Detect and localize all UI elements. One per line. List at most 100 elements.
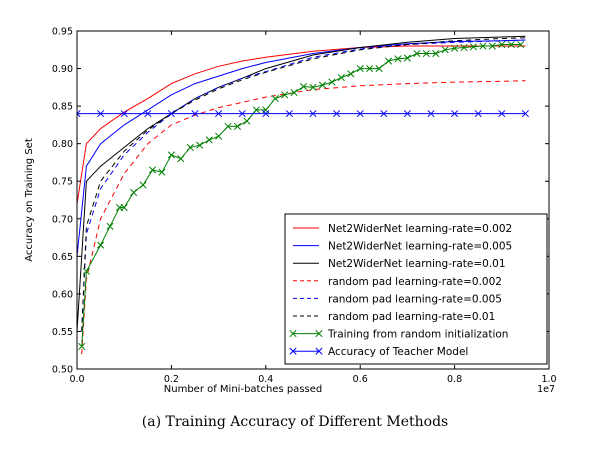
data-point-marker <box>139 181 147 189</box>
data-point-marker <box>432 49 440 58</box>
legend-entry: Accuracy of Teacher Model <box>289 346 468 358</box>
chart: 0.0 0.2 0.4 0.6 0.8 1.0 0.50 0.55 0.60 0.65 0.70 0.… <box>24 27 557 396</box>
legend-label: random pad learning-rate=0.01 <box>328 311 495 323</box>
legend-label: Net2WiderNet learning-rate=0.01 <box>328 258 506 270</box>
legend-label: random pad learning-rate=0.002 <box>328 276 502 288</box>
data-point-marker <box>394 55 402 63</box>
data-point-marker <box>375 65 383 73</box>
series-7 <box>78 40 525 351</box>
series-1 <box>77 45 526 204</box>
data-point-marker <box>215 132 223 140</box>
data-point-marker <box>82 267 90 275</box>
series-5 <box>81 39 526 332</box>
data-point-marker <box>177 155 185 163</box>
series-line <box>81 39 526 332</box>
x-tick-label: 0.6 <box>353 374 368 385</box>
series-8 <box>77 110 529 118</box>
data-point-marker <box>233 122 242 130</box>
y-tick-label: 0.60 <box>52 289 73 300</box>
legend-marker <box>289 347 297 355</box>
data-point-marker <box>196 141 204 149</box>
series-line <box>77 45 526 204</box>
figure-caption: (a) Training Accuracy of Different Metho… <box>141 414 449 430</box>
legend-label: Training from random initialization <box>327 329 508 341</box>
data-point-marker <box>205 136 213 144</box>
data-point-marker <box>328 78 336 86</box>
y-tick-label: 0.85 <box>52 102 73 113</box>
data-point-marker <box>347 70 355 78</box>
legend-marker <box>289 330 297 338</box>
data-point-marker <box>474 110 482 118</box>
data-point-marker <box>356 110 364 118</box>
data-point-marker <box>262 110 270 118</box>
data-point-marker <box>451 44 459 52</box>
legend-entry: Training from random initialization <box>289 329 508 341</box>
data-point-marker <box>451 110 459 118</box>
data-point-marker <box>158 168 166 176</box>
series-line <box>81 44 521 347</box>
y-tick-label: 0.95 <box>52 27 73 38</box>
data-point-marker <box>309 110 317 118</box>
series-line <box>81 37 526 332</box>
data-point-marker <box>356 65 364 73</box>
series-line <box>81 80 526 355</box>
data-point-marker <box>186 143 194 151</box>
y-tick-label: 0.70 <box>52 214 73 225</box>
legend-label: random pad learning-rate=0.005 <box>328 293 502 305</box>
data-point-marker <box>224 122 232 130</box>
legend-label: Net2WiderNet learning-rate=0.002 <box>328 223 512 235</box>
data-point-marker <box>167 151 175 159</box>
data-point-marker <box>479 42 487 50</box>
series-4 <box>81 80 526 355</box>
data-point-marker <box>498 40 506 49</box>
data-point-marker <box>215 110 223 118</box>
series-layer <box>77 35 529 355</box>
x-tick-label: 0.8 <box>447 374 462 385</box>
legend-entry: random pad learning-rate=0.01 <box>293 311 495 323</box>
legend-label: Net2WiderNet learning-rate=0.005 <box>328 241 512 253</box>
data-point-marker <box>422 49 430 58</box>
series-6 <box>81 37 526 332</box>
data-point-marker <box>380 110 388 118</box>
data-point-marker <box>403 110 411 118</box>
data-point-marker <box>120 203 128 212</box>
legend-entry: random pad learning-rate=0.005 <box>293 293 502 305</box>
y-tick-label: 0.55 <box>52 327 73 338</box>
legend-entry: Net2WiderNet learning-rate=0.005 <box>293 241 512 253</box>
data-point-marker <box>78 342 86 351</box>
data-point-marker <box>318 81 326 89</box>
data-point-marker <box>106 222 114 230</box>
y-tick-label: 0.75 <box>52 177 73 188</box>
data-point-marker <box>384 57 393 65</box>
x-axis-label: Number of Mini-batches passed <box>164 384 322 395</box>
data-point-marker <box>148 166 157 174</box>
legend-entry: random pad learning-rate=0.002 <box>293 276 502 288</box>
data-point-marker <box>521 110 529 118</box>
ticks-layer: 0.0 0.2 0.4 0.6 0.8 1.0 0.50 0.55 0.60 0.65 0.70 0.… <box>52 27 557 386</box>
data-point-marker <box>243 117 251 125</box>
data-point-marker <box>469 43 478 51</box>
data-point-marker <box>167 110 175 118</box>
data-point-marker <box>191 110 199 118</box>
data-point-marker <box>130 188 138 197</box>
data-point-marker <box>290 89 298 97</box>
data-point-marker <box>271 95 279 103</box>
legend-marker <box>315 347 323 355</box>
data-point-marker <box>403 54 411 62</box>
data-point-marker <box>120 110 128 118</box>
data-point-marker <box>413 49 421 58</box>
data-point-marker <box>238 110 246 118</box>
y-tick-label: 0.90 <box>52 64 73 75</box>
data-point-marker <box>517 40 525 49</box>
legend: Net2WiderNet learning-rate=0.002 Net2Wide… <box>284 213 548 365</box>
legend-label: Accuracy of Teacher Model <box>328 346 468 358</box>
legend-entry: Net2WiderNet learning-rate=0.002 <box>293 223 512 235</box>
data-point-marker <box>144 110 152 118</box>
legend-marker <box>315 330 323 338</box>
data-point-marker <box>252 106 260 114</box>
legend-box <box>284 213 548 365</box>
y-tick-label: 0.65 <box>52 252 73 263</box>
y-tick-label: 0.50 <box>52 365 73 376</box>
data-point-marker <box>507 40 515 49</box>
x-tick-label: 0.0 <box>69 374 84 385</box>
